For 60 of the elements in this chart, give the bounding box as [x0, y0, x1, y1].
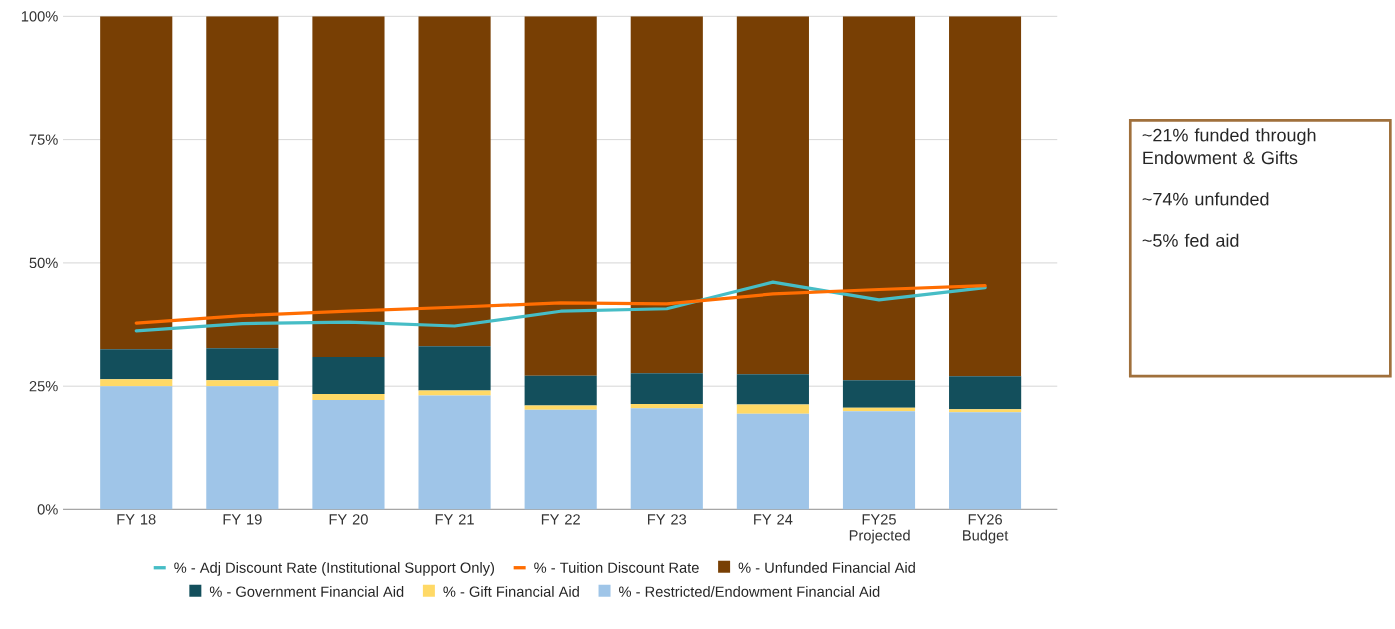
- bar: [100, 385, 173, 510]
- bar: [949, 412, 1022, 510]
- y-tick-label: 25%: [29, 380, 58, 392]
- text: ~5% fed aid: [1142, 233, 1239, 247]
- bar: [206, 380, 279, 386]
- bar: [524, 16, 597, 376]
- bar: [524, 375, 597, 406]
- bar: [524, 409, 597, 510]
- bar: [736, 413, 809, 510]
- y-tick-label: 0%: [37, 504, 58, 515]
- bar: [100, 16, 173, 349]
- bar: [524, 405, 597, 410]
- x-tick-label: FY25 Projected: [849, 513, 910, 544]
- bar: [630, 373, 703, 404]
- text: ~21% funded through Endowment & Gifts: [1142, 128, 1316, 164]
- bar: [418, 16, 491, 346]
- bar: [736, 16, 809, 375]
- bar: [736, 374, 809, 405]
- legend-label: % - Government Financial Aid: [209, 585, 404, 597]
- bar: [630, 408, 703, 510]
- bar: [949, 376, 1022, 410]
- bar: [418, 346, 491, 391]
- legend-label: % - Restricted/Endowment Financial Aid: [619, 585, 880, 597]
- x-tick-label: FY 19: [223, 513, 262, 525]
- text: ~74% unfunded: [1142, 192, 1269, 206]
- bar: [736, 404, 809, 414]
- x-tick-label: FY26 Budget: [963, 513, 1009, 544]
- bar: [418, 390, 491, 396]
- bar: [312, 399, 385, 510]
- y-tick-label: 100%: [21, 10, 58, 22]
- bar: [630, 403, 703, 409]
- bar: [206, 385, 279, 510]
- line-series: [134, 283, 987, 325]
- bar: [630, 16, 703, 374]
- bar: [949, 16, 1022, 377]
- bar: [100, 348, 173, 380]
- legend-label: % - Adj Discount Rate (Institutional Support Only): [174, 561, 495, 576]
- bar: [312, 356, 385, 394]
- bar: [206, 347, 279, 381]
- bar: [100, 379, 173, 386]
- legend-label: % - Gift Financial Aid: [443, 585, 579, 597]
- x-tick-label: FY 24: [754, 513, 793, 525]
- x-tick-label: FY 20: [329, 513, 368, 525]
- bar: [312, 16, 385, 357]
- bar: [842, 380, 916, 408]
- x-tick-label: FY 18: [117, 513, 156, 525]
- x-tick-label: FY 22: [541, 513, 580, 525]
- x-tick-label: FY 23: [648, 513, 687, 525]
- bar: [842, 411, 916, 510]
- bar: [312, 393, 385, 400]
- x-tick-label: FY 21: [435, 513, 474, 525]
- y-tick-label: 75%: [29, 134, 58, 145]
- bar: [842, 16, 916, 381]
- legend-label: % - Unfunded Financial Aid: [738, 561, 915, 573]
- bar: [206, 16, 279, 348]
- y-tick-label: 50%: [29, 257, 58, 268]
- bar: [949, 409, 1022, 413]
- bar: [418, 395, 491, 510]
- line-series: [134, 280, 987, 333]
- legend-label: % - Tuition Discount Rate: [534, 561, 699, 573]
